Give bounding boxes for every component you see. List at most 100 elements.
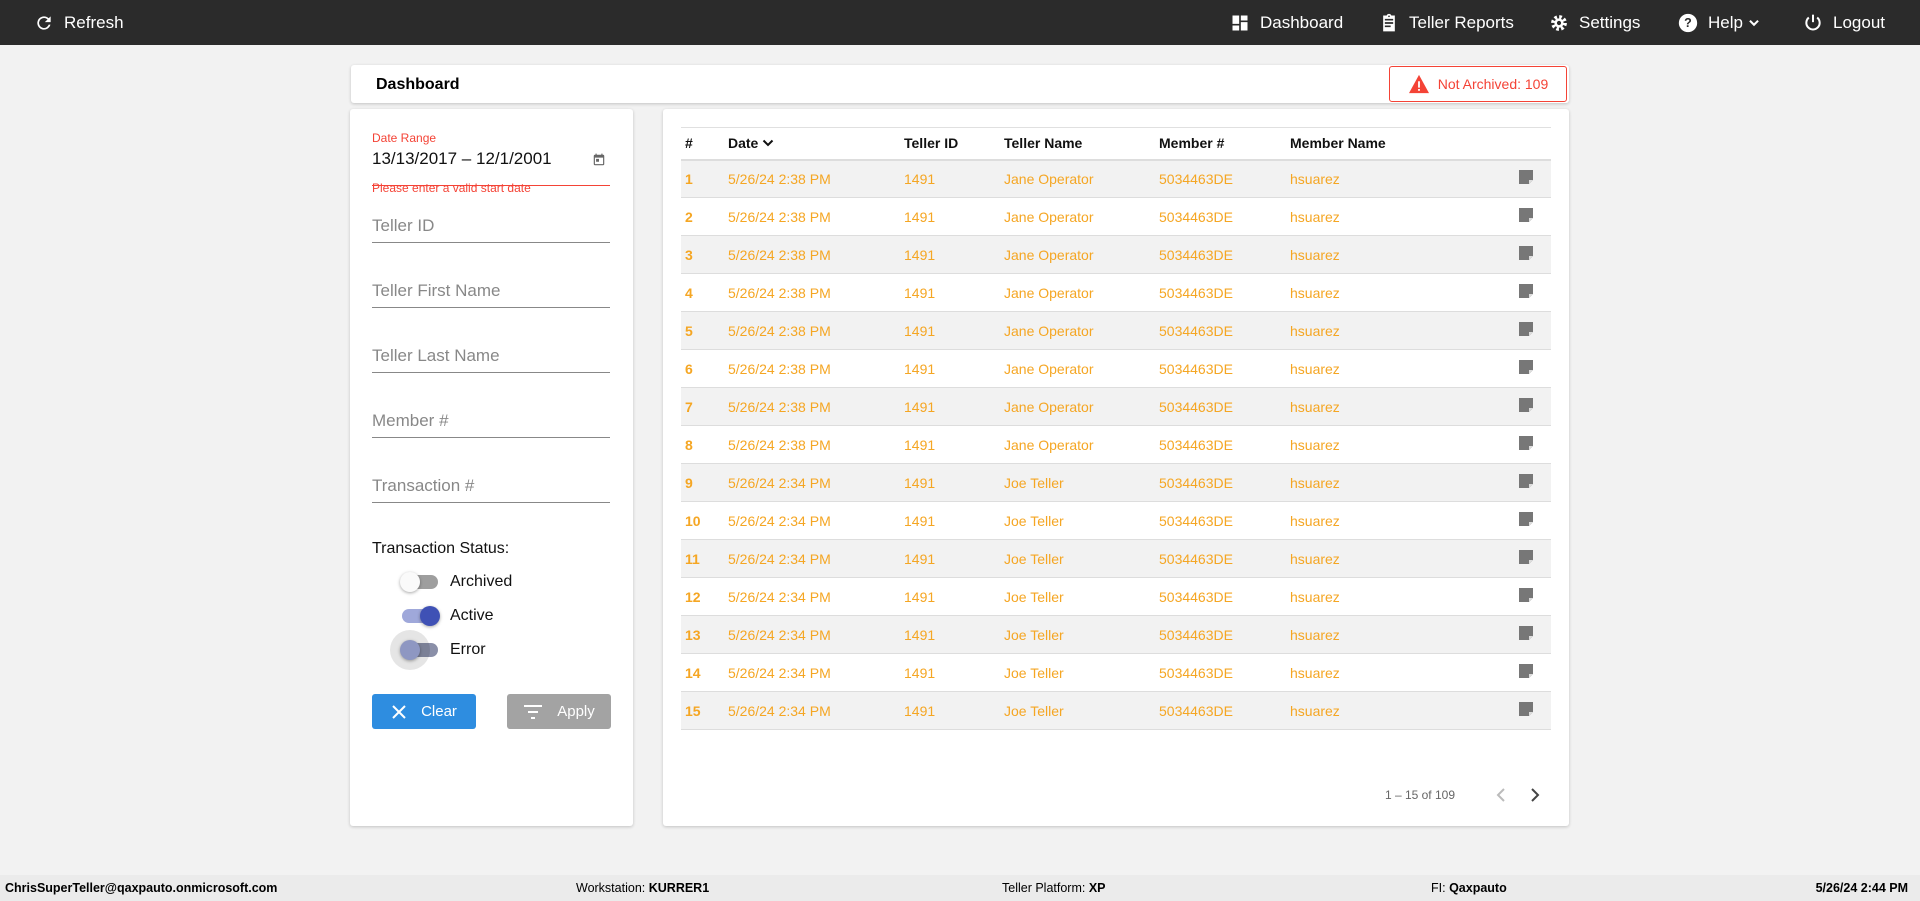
teller-first-name-input[interactable]: Teller First Name: [372, 281, 610, 308]
cell-actions: [1486, 197, 1551, 236]
cell-actions: [1486, 425, 1551, 464]
cell-teller-name: Joe Teller: [1000, 653, 1155, 692]
table-row[interactable]: 2 5/26/24 2:38 PM 1491 Jane Operator 5034463…: [681, 197, 1551, 236]
table-row[interactable]: 9 5/26/24 2:34 PM 1491 Joe Teller 5034463DE h…: [681, 463, 1551, 502]
nav-teller-reports[interactable]: Teller Reports: [1379, 0, 1514, 45]
clear-button[interactable]: Clear: [372, 694, 476, 729]
table-row[interactable]: 5 5/26/24 2:38 PM 1491 Jane Operator 5034463…: [681, 311, 1551, 350]
cell-number: 5: [681, 311, 724, 350]
note-icon[interactable]: [1519, 208, 1533, 222]
prev-page-button[interactable]: [1495, 787, 1507, 803]
active-switch[interactable]: [402, 606, 440, 626]
nav-help-label: Help: [1708, 12, 1743, 32]
active-label: Active: [450, 607, 494, 624]
toggle-archived[interactable]: Archived: [400, 572, 512, 592]
note-icon[interactable]: [1519, 702, 1533, 716]
note-icon[interactable]: [1519, 664, 1533, 678]
cell-member-number: 5034463DE: [1155, 463, 1286, 502]
note-icon[interactable]: [1519, 322, 1533, 336]
note-icon[interactable]: [1519, 246, 1533, 260]
note-icon[interactable]: [1519, 436, 1533, 450]
date-range-error: Please enter a valid start date: [372, 181, 531, 195]
transaction-status-label: Transaction Status:: [372, 540, 510, 557]
cell-member-name: hsuarez: [1286, 425, 1486, 464]
cell-date: 5/26/24 2:34 PM: [724, 539, 900, 578]
teller-last-name-input[interactable]: Teller Last Name: [372, 346, 610, 373]
note-icon[interactable]: [1519, 588, 1533, 602]
table-row[interactable]: 12 5/26/24 2:34 PM 1491 Joe Teller 5034463DE…: [681, 577, 1551, 616]
cell-teller-id: 1491: [900, 159, 1000, 198]
cell-actions: [1486, 387, 1551, 426]
table-row[interactable]: 1 5/26/24 2:38 PM 1491 Jane Operator 5034463…: [681, 159, 1551, 198]
note-icon[interactable]: [1519, 626, 1533, 640]
cell-actions: [1486, 577, 1551, 616]
col-teller-name[interactable]: Teller Name: [1000, 127, 1155, 161]
table-row[interactable]: 13 5/26/24 2:34 PM 1491 Joe Teller 5034463DE…: [681, 615, 1551, 654]
cell-number: 7: [681, 387, 724, 426]
teller-id-input[interactable]: Teller ID: [372, 216, 610, 243]
cell-member-name: hsuarez: [1286, 501, 1486, 540]
not-archived-alert[interactable]: Not Archived: 109: [1389, 66, 1567, 102]
status-footer: ChrisSuperTeller@qaxpauto.onmicrosoft.co…: [0, 875, 1920, 901]
col-member-name[interactable]: Member Name: [1286, 127, 1486, 161]
table-row[interactable]: 4 5/26/24 2:38 PM 1491 Jane Operator 5034463…: [681, 273, 1551, 312]
gear-icon: [1549, 13, 1569, 33]
table-row[interactable]: 11 5/26/24 2:34 PM 1491 Joe Teller 5034463DE…: [681, 539, 1551, 578]
cell-teller-name: Joe Teller: [1000, 463, 1155, 502]
nav-dashboard[interactable]: Dashboard: [1230, 0, 1343, 45]
col-teller-id[interactable]: Teller ID: [900, 127, 1000, 161]
cell-date: 5/26/24 2:38 PM: [724, 273, 900, 312]
cell-teller-id: 1491: [900, 691, 1000, 730]
cell-number: 12: [681, 577, 724, 616]
help-icon: ?: [1678, 13, 1698, 33]
cell-member-number: 5034463DE: [1155, 425, 1286, 464]
cell-teller-id: 1491: [900, 387, 1000, 426]
col-member-number[interactable]: Member #: [1155, 127, 1286, 161]
filter-panel: Date Range 13/13/2017 – 12/1/2001 Please…: [350, 109, 633, 826]
cell-member-name: hsuarez: [1286, 311, 1486, 350]
logout-button[interactable]: Logout: [1803, 0, 1885, 45]
note-icon[interactable]: [1519, 550, 1533, 564]
transactions-panel: # Date Teller ID Teller Name Member # Me…: [663, 109, 1569, 826]
cell-number: 8: [681, 425, 724, 464]
member-number-input[interactable]: Member #: [372, 411, 610, 438]
cell-member-name: hsuarez: [1286, 539, 1486, 578]
cell-date: 5/26/24 2:38 PM: [724, 159, 900, 198]
apply-label: Apply: [557, 703, 595, 720]
cell-date: 5/26/24 2:34 PM: [724, 653, 900, 692]
note-icon[interactable]: [1519, 474, 1533, 488]
table-row[interactable]: 10 5/26/24 2:34 PM 1491 Joe Teller 5034463DE…: [681, 501, 1551, 540]
error-switch[interactable]: [390, 630, 438, 670]
calendar-icon[interactable]: [592, 153, 606, 167]
table-row[interactable]: 6 5/26/24 2:38 PM 1491 Jane Operator 5034463…: [681, 349, 1551, 388]
col-date[interactable]: Date: [724, 127, 900, 161]
transaction-number-input[interactable]: Transaction #: [372, 476, 610, 503]
date-range-value: 13/13/2017 – 12/1/2001: [372, 149, 552, 168]
note-icon[interactable]: [1519, 512, 1533, 526]
refresh-button[interactable]: Refresh: [34, 0, 124, 45]
cell-number: 15: [681, 691, 724, 730]
page-header: Dashboard Not Archived: 109: [351, 65, 1569, 103]
note-icon[interactable]: [1519, 398, 1533, 412]
table-row[interactable]: 8 5/26/24 2:38 PM 1491 Jane Operator 5034463…: [681, 425, 1551, 464]
nav-settings[interactable]: Settings: [1549, 0, 1640, 45]
note-icon[interactable]: [1519, 170, 1533, 185]
date-range-input[interactable]: 13/13/2017 – 12/1/2001: [372, 149, 610, 186]
note-icon[interactable]: [1519, 284, 1533, 298]
col-number[interactable]: #: [681, 127, 724, 161]
apply-button[interactable]: Apply: [507, 694, 611, 729]
table-row[interactable]: 15 5/26/24 2:34 PM 1491 Joe Teller 5034463DE…: [681, 691, 1551, 730]
nav-help[interactable]: ? Help: [1678, 0, 1761, 45]
table-row[interactable]: 7 5/26/24 2:38 PM 1491 Jane Operator 5034463…: [681, 387, 1551, 426]
toggle-error[interactable]: Error: [390, 630, 486, 670]
cell-date: 5/26/24 2:34 PM: [724, 577, 900, 616]
toggle-active[interactable]: Active: [402, 606, 494, 626]
table-row[interactable]: 14 5/26/24 2:34 PM 1491 Joe Teller 5034463DE…: [681, 653, 1551, 692]
cell-member-number: 5034463DE: [1155, 197, 1286, 236]
note-icon[interactable]: [1519, 360, 1533, 374]
next-page-button[interactable]: [1529, 787, 1541, 803]
cell-member-name: hsuarez: [1286, 349, 1486, 388]
cell-teller-name: Jane Operator: [1000, 159, 1155, 198]
archived-switch[interactable]: [400, 572, 438, 592]
table-row[interactable]: 3 5/26/24 2:38 PM 1491 Jane Operator 5034463…: [681, 235, 1551, 274]
